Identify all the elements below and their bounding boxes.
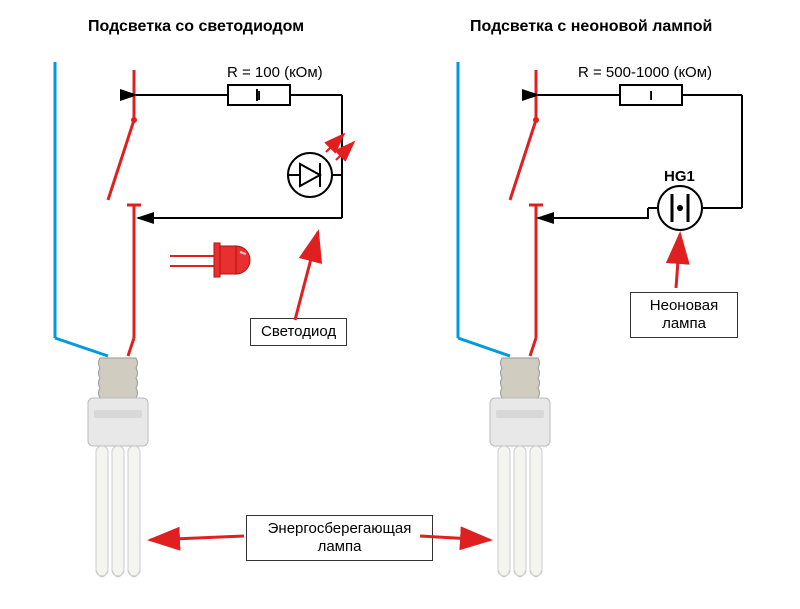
lamp-arrow-right bbox=[420, 536, 490, 540]
right-return-wire bbox=[538, 208, 648, 218]
diagram-svg: I I bbox=[0, 0, 800, 609]
led-icon bbox=[170, 243, 250, 277]
left-cfl-bulb bbox=[88, 358, 148, 577]
left-phase-to-bulb bbox=[128, 338, 134, 356]
lamp-arrow-left bbox=[150, 536, 244, 540]
right-phase-to-bulb bbox=[530, 338, 536, 356]
right-circuit-return bbox=[540, 208, 658, 218]
right-neutral-to-bulb bbox=[458, 338, 510, 356]
left-neutral-to-bulb bbox=[55, 338, 108, 356]
svg-text:I: I bbox=[649, 88, 653, 103]
neon-pointer-arrow bbox=[676, 234, 680, 288]
right-circuit: I bbox=[458, 62, 742, 338]
left-circuit: I bbox=[55, 62, 354, 338]
right-cfl-bulb bbox=[490, 358, 550, 577]
svg-text:I: I bbox=[257, 88, 261, 103]
